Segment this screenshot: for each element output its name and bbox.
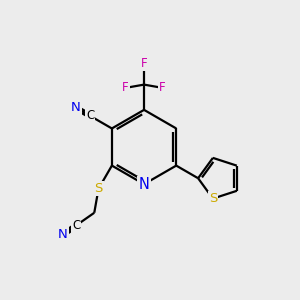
Text: F: F xyxy=(141,57,147,70)
Text: N: N xyxy=(71,101,81,114)
Text: S: S xyxy=(209,192,217,205)
Text: S: S xyxy=(94,182,103,195)
Text: N: N xyxy=(58,228,68,242)
Text: C: C xyxy=(86,109,94,122)
Text: F: F xyxy=(159,81,166,94)
Text: F: F xyxy=(122,81,129,94)
Text: C: C xyxy=(72,219,80,232)
Text: N: N xyxy=(139,177,149,192)
